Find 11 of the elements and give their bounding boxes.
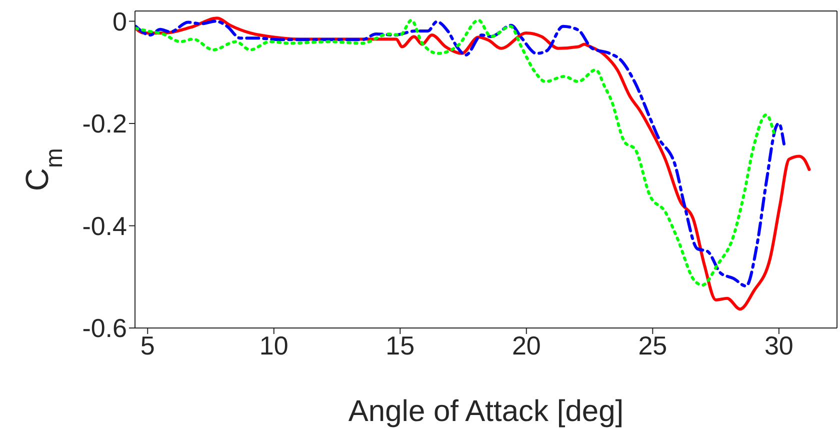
x-tick-label: 10	[259, 330, 288, 360]
x-tick-label: 20	[512, 330, 541, 360]
x-tick-label: 5	[140, 330, 155, 360]
x-tick-label: 30	[764, 330, 794, 360]
x-tick-label: 25	[638, 330, 668, 360]
y-tick-label: -0.6	[82, 313, 127, 344]
y-tick-label: -0.4	[82, 210, 127, 241]
x-axis-title: Angle of Attack [deg]	[348, 395, 624, 428]
x-tick-label: 15	[386, 330, 415, 360]
y-tick-label: 0	[112, 6, 127, 36]
y-tick-label: -0.2	[82, 108, 127, 139]
